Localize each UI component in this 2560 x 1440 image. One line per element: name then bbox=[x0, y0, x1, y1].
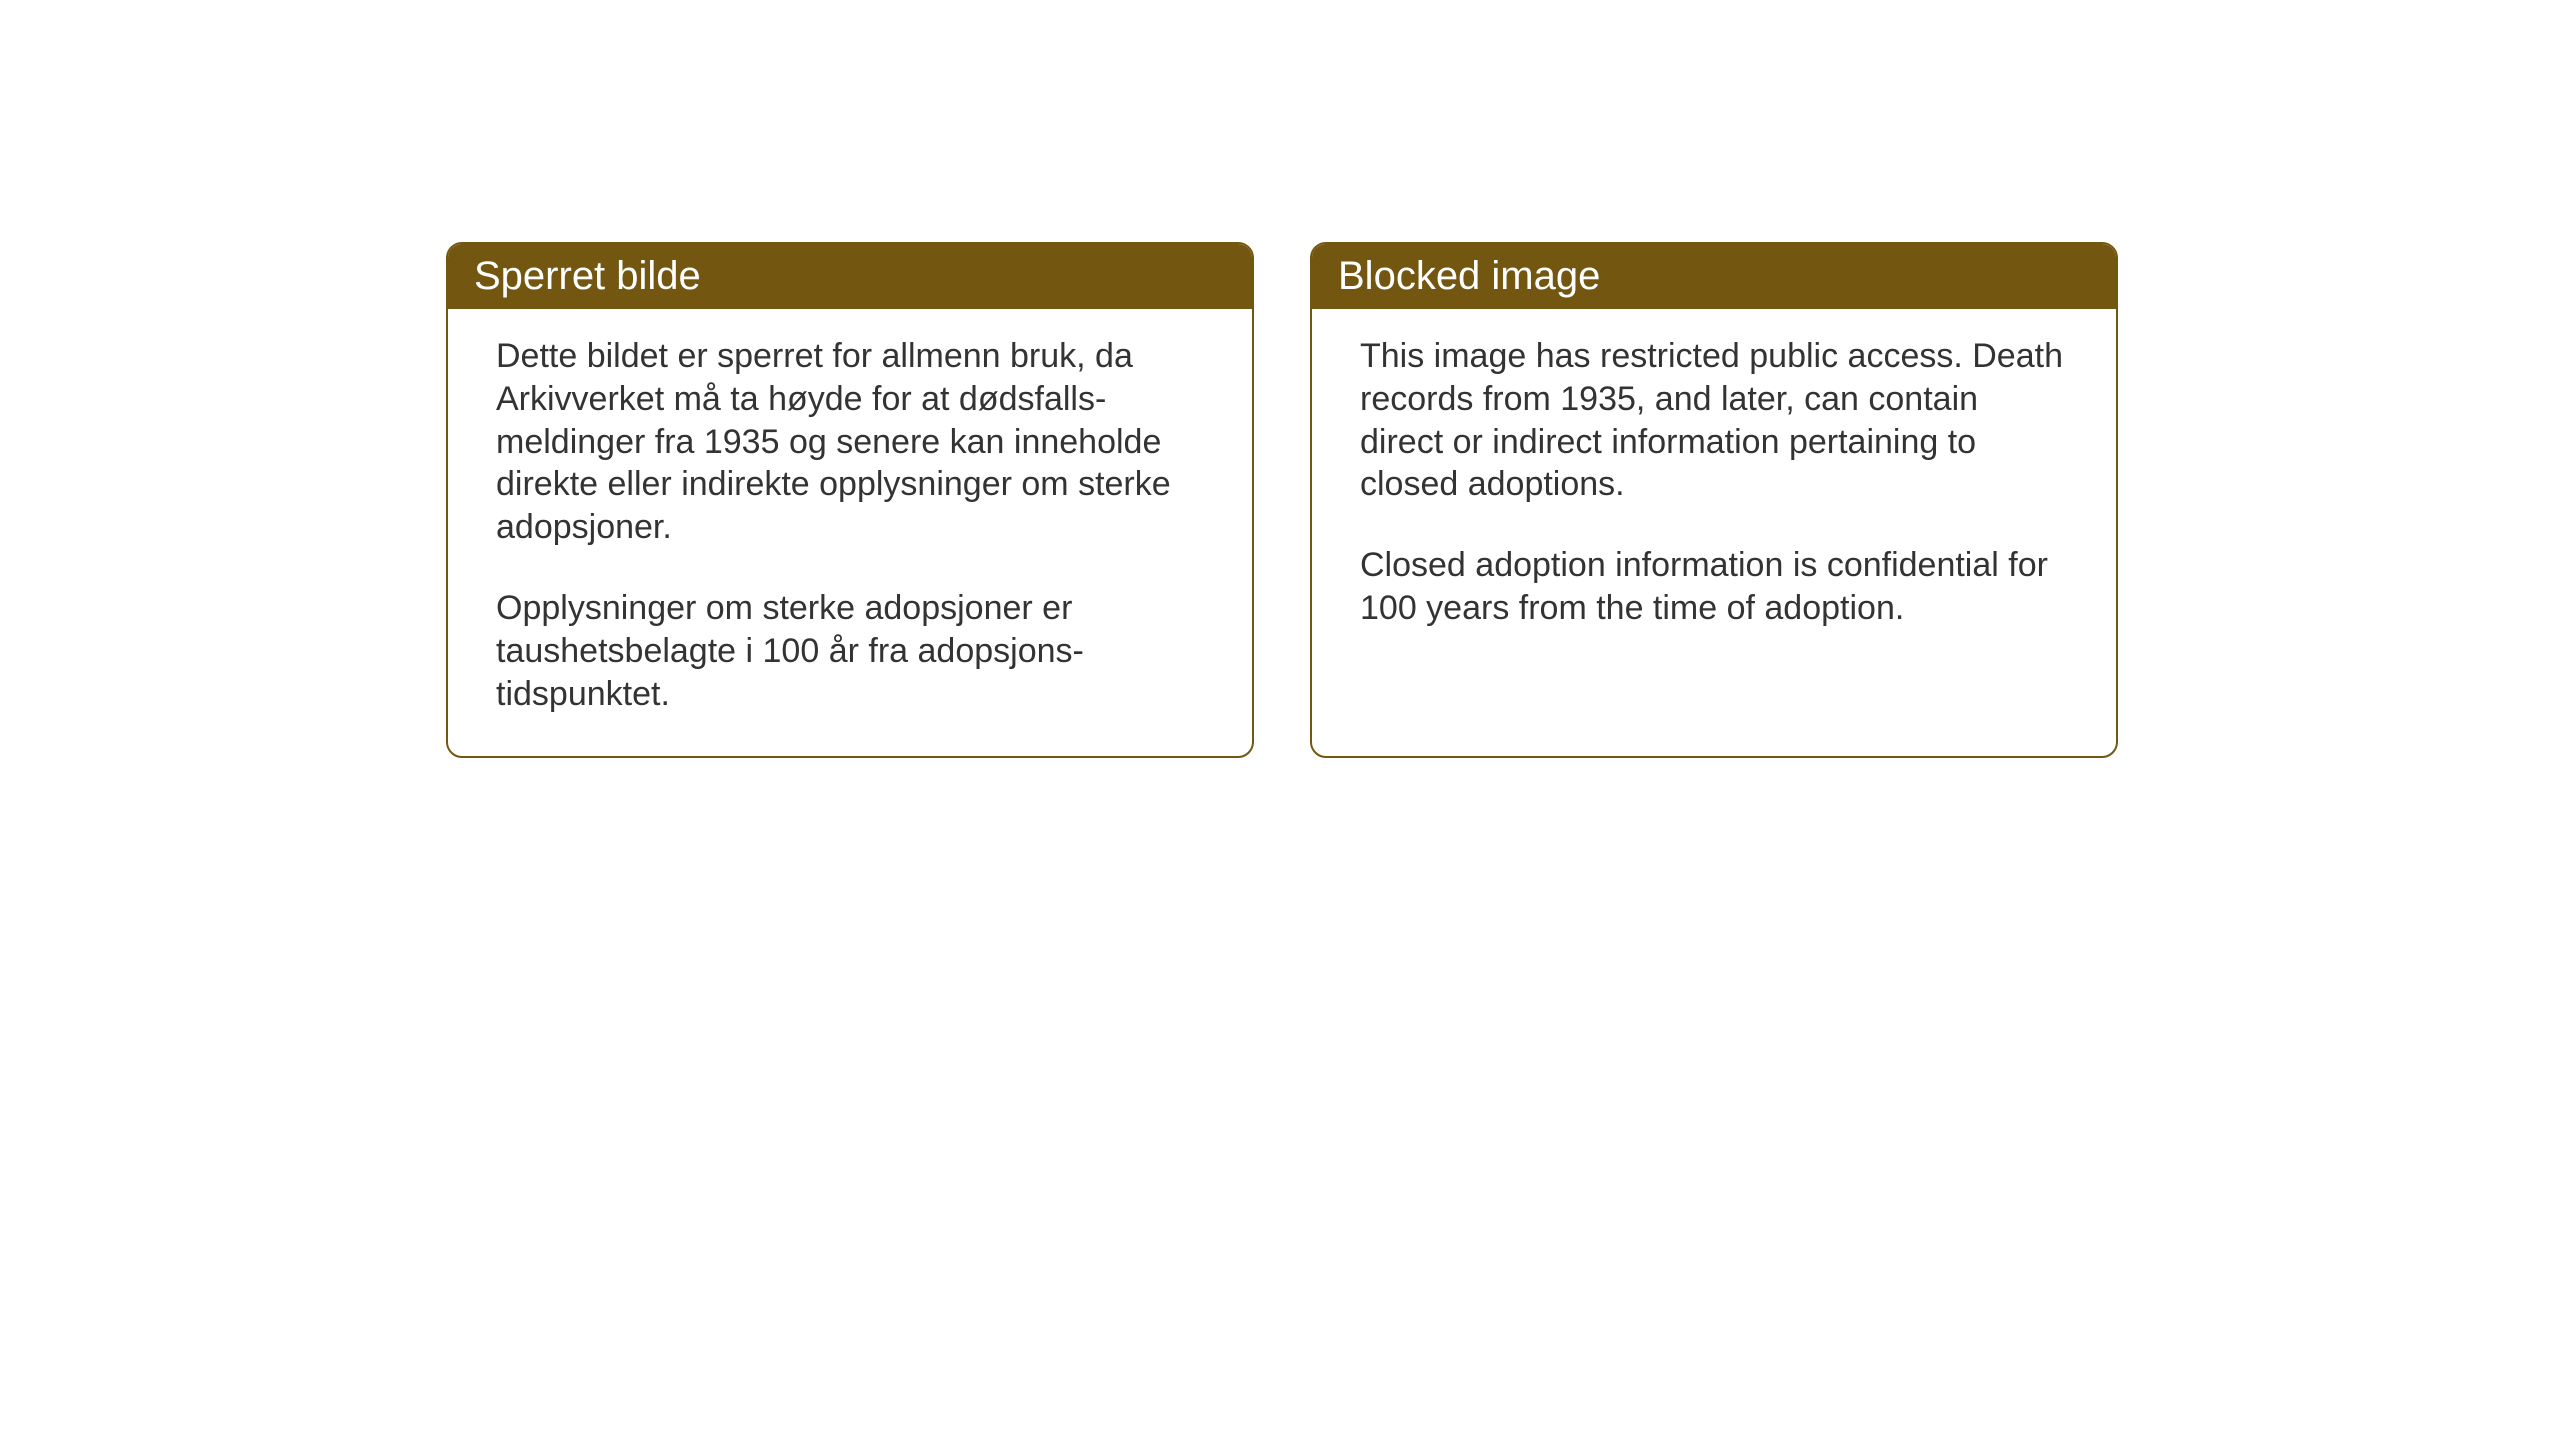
card-body-norwegian: Dette bildet er sperret for allmenn bruk… bbox=[448, 309, 1252, 756]
card-header-english: Blocked image bbox=[1312, 244, 2116, 309]
card-body-english: This image has restricted public access.… bbox=[1312, 309, 2116, 670]
card-title-english: Blocked image bbox=[1338, 254, 1600, 298]
notice-container: Sperret bilde Dette bildet er sperret fo… bbox=[446, 242, 2118, 758]
card-paragraph1-norwegian: Dette bildet er sperret for allmenn bruk… bbox=[496, 335, 1204, 549]
card-header-norwegian: Sperret bilde bbox=[448, 244, 1252, 309]
notice-card-english: Blocked image This image has restricted … bbox=[1310, 242, 2118, 758]
card-paragraph2-english: Closed adoption information is confident… bbox=[1360, 544, 2068, 630]
notice-card-norwegian: Sperret bilde Dette bildet er sperret fo… bbox=[446, 242, 1254, 758]
card-paragraph1-english: This image has restricted public access.… bbox=[1360, 335, 2068, 506]
card-paragraph2-norwegian: Opplysninger om sterke adopsjoner er tau… bbox=[496, 587, 1204, 715]
card-title-norwegian: Sperret bilde bbox=[474, 254, 701, 298]
